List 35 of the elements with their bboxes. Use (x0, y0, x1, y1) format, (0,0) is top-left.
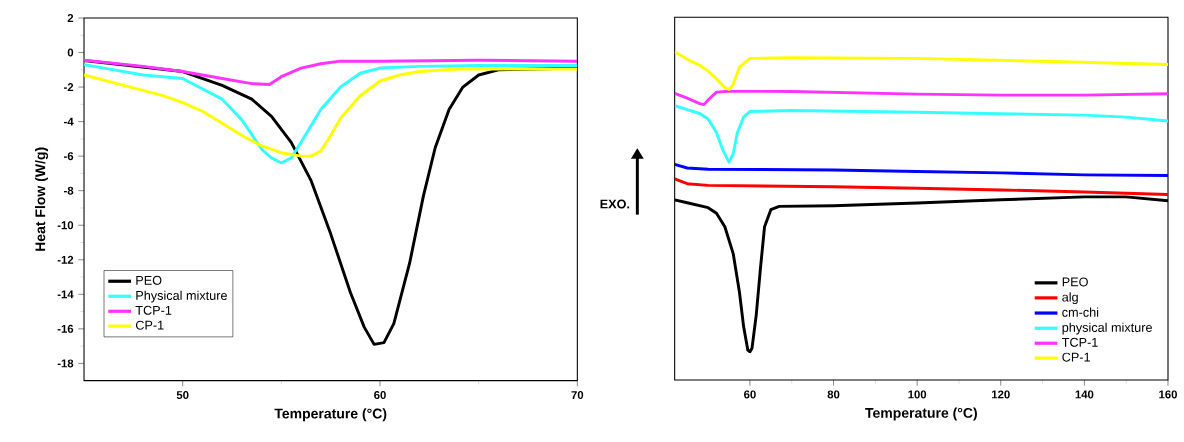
x-tick-label: 80 (827, 390, 840, 399)
legend-label: Physical mixture (136, 290, 227, 303)
y-tick-label: -4 (63, 117, 74, 126)
y-tick-label: -8 (63, 186, 74, 195)
x-tick-label: 70 (571, 391, 584, 400)
y-tick-label: -10 (57, 221, 74, 230)
legend-label: TCP-1 (135, 305, 172, 315)
text: EXO. (600, 199, 630, 209)
y-tick-label: -16 (57, 324, 74, 333)
y-tick-label: -14 (57, 290, 74, 299)
legend-label: physical mixture (1062, 322, 1152, 335)
x-axis-title: Temperature (°C) (865, 407, 977, 421)
x-tick-label: 140 (1075, 390, 1094, 399)
x-tick-label: 100 (908, 390, 927, 399)
y-tick-label: -12 (57, 255, 74, 264)
x-tick-label: 120 (992, 390, 1010, 399)
legend-label: PEO (136, 275, 162, 285)
y-tick-label: -18 (57, 359, 74, 368)
legend-label: alg (1062, 292, 1078, 305)
y-tick-label: -6 (63, 152, 74, 161)
legend-label: PEO (1062, 277, 1088, 287)
y-axis-title: Heat Flow (W/g) (34, 147, 49, 251)
x-tick-label: 60 (374, 391, 386, 400)
legend-label: cm-chi (1062, 307, 1099, 317)
x-tick-label: 50 (176, 391, 189, 400)
x-tick-label: 160 (1159, 390, 1177, 399)
legend-label: TCP-1 (1062, 337, 1098, 347)
y-tick-label: -2 (63, 83, 74, 92)
y-tick-label: 0 (67, 48, 74, 57)
line-series (84, 58, 578, 86)
y-tick-label: 2 (67, 14, 74, 22)
x-tick-label: 60 (744, 390, 756, 399)
x-axis-title: Temperature (°C) (274, 408, 387, 422)
legend-label: CP-1 (1062, 352, 1090, 362)
legend-label: CP-1 (135, 320, 164, 330)
